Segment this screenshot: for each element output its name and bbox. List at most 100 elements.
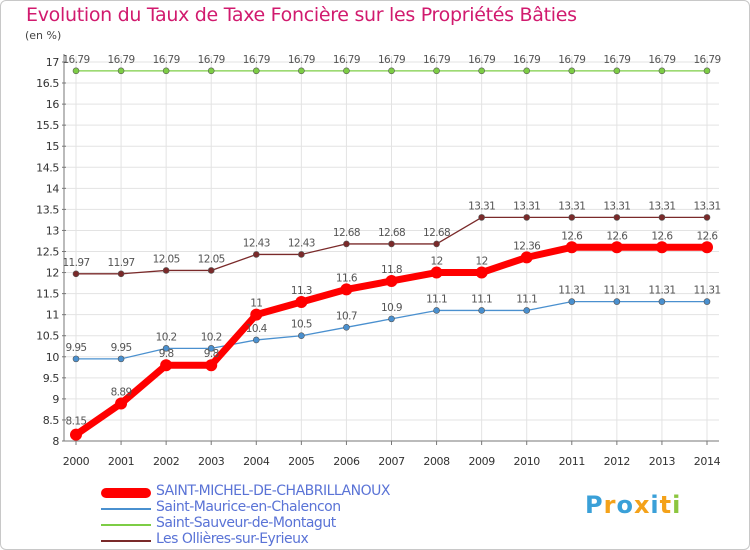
data-label: 12.68 <box>333 227 360 239</box>
y-tick-label: 11 <box>46 309 59 322</box>
data-label: 16.79 <box>243 54 270 66</box>
data-label: 9.8 <box>159 348 174 360</box>
data-point <box>658 67 666 75</box>
data-label: 16.79 <box>288 54 315 66</box>
data-point <box>568 298 576 305</box>
y-tick-label: 10.5 <box>36 330 59 343</box>
data-label: 10.2 <box>201 331 222 343</box>
data-label: 16.79 <box>513 54 540 66</box>
x-tick-label: 2001 <box>108 455 134 468</box>
data-label: 11.31 <box>603 285 630 297</box>
logo-letter: i <box>672 491 682 519</box>
y-tick-label: 17 <box>46 56 60 69</box>
data-label: 16.79 <box>62 54 89 66</box>
y-tick-label: 11.5 <box>36 288 59 301</box>
proxiti-logo: Proxiti <box>585 491 681 519</box>
legend-swatch <box>101 488 151 498</box>
data-label: 11.31 <box>648 285 675 297</box>
data-point <box>162 67 170 75</box>
data-label: 11.1 <box>516 293 537 305</box>
data-point <box>72 270 80 278</box>
data-label: 12.36 <box>513 240 541 252</box>
data-point <box>117 355 125 363</box>
data-point <box>703 298 711 305</box>
data-point <box>207 267 215 274</box>
data-point <box>385 274 398 287</box>
data-point <box>433 240 440 248</box>
legend-swatch <box>101 508 151 510</box>
data-point <box>478 67 485 75</box>
y-tick-label: 13 <box>46 224 60 237</box>
data-point <box>520 251 533 264</box>
x-tick-label: 2013 <box>649 455 676 468</box>
data-label: 12.43 <box>243 237 270 249</box>
data-point <box>295 296 308 309</box>
data-point <box>298 67 305 75</box>
data-label: 12.68 <box>378 227 405 239</box>
y-tick-label: 14 <box>46 182 60 195</box>
data-label: 8.15 <box>66 416 87 428</box>
data-label: 11.1 <box>471 293 492 305</box>
data-label: 8.89 <box>111 387 132 399</box>
data-point <box>433 67 440 75</box>
data-point <box>117 67 125 75</box>
data-point <box>430 266 443 279</box>
chart-title: Evolution du Taux de Taxe Foncière sur l… <box>26 4 577 26</box>
data-label: 9.95 <box>111 342 132 354</box>
data-label: 11.8 <box>381 264 402 276</box>
data-label: 13.31 <box>513 200 540 212</box>
data-point <box>252 336 260 344</box>
legend-swatch <box>101 540 151 542</box>
data-label: 13.31 <box>468 200 495 212</box>
x-tick-label: 2007 <box>378 455 405 468</box>
x-tick-label: 2011 <box>559 455 585 468</box>
y-tick-label: 12 <box>46 267 59 280</box>
y-tick-label: 10 <box>46 351 60 364</box>
x-tick-label: 2000 <box>63 455 90 468</box>
logo-letter: t <box>659 491 673 519</box>
data-point <box>298 251 305 258</box>
data-point <box>162 345 170 352</box>
data-point <box>343 67 350 75</box>
data-point <box>72 67 80 75</box>
data-point <box>613 298 621 305</box>
data-point <box>475 266 488 279</box>
data-point <box>388 240 395 248</box>
data-label: 11.6 <box>336 272 358 284</box>
data-label: 16.79 <box>648 54 675 66</box>
data-point <box>658 214 666 221</box>
y-tick-label: 16 <box>46 98 60 111</box>
data-label: 16.79 <box>693 54 720 66</box>
data-label: 13.31 <box>693 200 720 212</box>
data-point <box>205 359 218 372</box>
data-point <box>703 214 711 221</box>
data-point <box>298 332 305 340</box>
data-point <box>388 67 395 75</box>
data-label: 12.6 <box>561 230 583 242</box>
data-label: 11.31 <box>693 285 720 297</box>
data-point <box>207 67 215 75</box>
data-point <box>207 345 215 352</box>
data-label: 11.1 <box>426 293 447 305</box>
y-tick-label: 14.5 <box>36 161 59 174</box>
x-tick-label: 2005 <box>288 455 315 468</box>
data-point <box>343 240 350 248</box>
logo-letter: r <box>603 491 617 519</box>
data-point <box>388 315 395 323</box>
data-point <box>160 359 173 372</box>
data-label: 12.6 <box>606 230 628 242</box>
x-tick-label: 2010 <box>514 455 541 468</box>
data-point <box>523 214 531 221</box>
data-point <box>252 67 260 75</box>
data-label: 16.79 <box>468 54 495 66</box>
data-point <box>252 251 260 258</box>
y-tick-label: 8 <box>52 435 59 448</box>
data-point <box>70 428 82 441</box>
data-label: 16.79 <box>423 54 450 66</box>
data-point <box>115 397 128 410</box>
data-point <box>703 67 711 75</box>
data-label: 13.31 <box>558 200 585 212</box>
data-label: 12.05 <box>198 253 225 265</box>
